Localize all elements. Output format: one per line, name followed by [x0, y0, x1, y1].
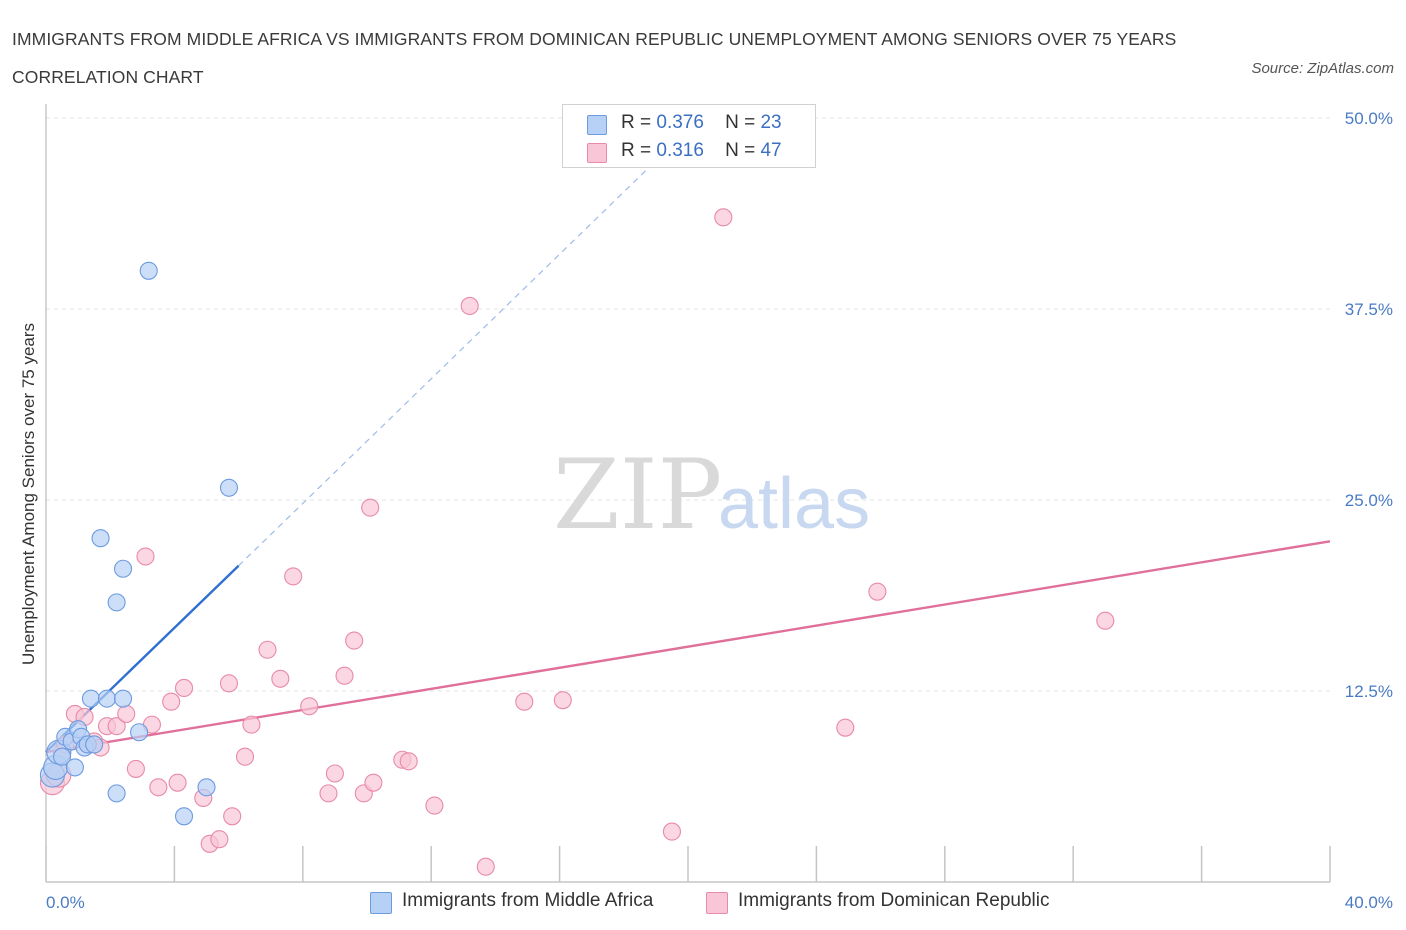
data-point-middle-africa	[91, 529, 110, 548]
data-point-middle-africa	[65, 758, 84, 777]
data-point-dominican-republic	[1096, 611, 1115, 630]
y-axis-label: Unemployment Among Seniors over 75 years	[19, 323, 38, 665]
blue-swatch	[587, 115, 607, 135]
y-tick-label: 12.5%	[1345, 682, 1393, 701]
r-value-1: 0.376	[656, 112, 704, 133]
axes	[45, 104, 1331, 883]
data-point-middle-africa	[139, 261, 158, 280]
data-point-dominican-republic	[284, 567, 303, 586]
data-point-dominican-republic	[235, 747, 255, 766]
watermark-zip: ZIP	[553, 439, 722, 551]
data-point-dominican-republic	[168, 773, 187, 792]
data-point-dominican-republic	[515, 692, 534, 711]
data-point-dominican-republic	[553, 691, 572, 710]
data-point-dominican-republic	[242, 715, 261, 734]
data-point-dominican-republic	[174, 678, 194, 697]
n-value-2: 47	[760, 140, 782, 161]
data-point-dominican-republic	[345, 631, 364, 650]
data-point-dominican-republic	[662, 822, 682, 841]
grid-lines	[46, 117, 1330, 692]
chart-title: IMMIGRANTS FROM MIDDLE AFRICA VS IMMIGRA…	[12, 29, 1177, 87]
watermark-atlas: atlas	[718, 464, 870, 544]
data-point-dominican-republic	[162, 692, 181, 711]
tick-labels: 12.5% 25.0% 37.5% 50.0% 0.0% 40.0%	[46, 109, 1393, 912]
x-tick-label-max: 40.0%	[1345, 893, 1393, 912]
data-point-dominican-republic	[300, 697, 319, 716]
data-point-dominican-republic	[399, 752, 418, 771]
legend-pink-swatch	[706, 892, 728, 914]
data-point-dominican-republic	[210, 830, 229, 849]
n-value-1: 23	[760, 112, 782, 133]
r-label: R =	[621, 112, 652, 133]
data-point-dominican-republic	[117, 704, 136, 723]
data-point-middle-africa	[174, 807, 194, 826]
data-point-dominican-republic	[364, 773, 383, 792]
data-point-dominican-republic	[219, 674, 239, 693]
legend-blue-swatch	[370, 892, 392, 914]
pink-swatch	[587, 143, 607, 163]
n-label: N =	[725, 140, 756, 161]
data-point-dominican-republic	[319, 784, 338, 803]
r-value-2: 0.316	[656, 140, 704, 161]
data-point-middle-africa	[97, 689, 117, 708]
source-credit: Source: ZipAtlas.com	[1251, 60, 1394, 77]
stats-legend: R = 0.376 N = 23 R = 0.316 N = 47	[562, 104, 816, 168]
data-point-dominican-republic	[476, 857, 495, 876]
n-label: N =	[725, 112, 756, 133]
data-point-dominican-republic	[126, 759, 145, 778]
data-point-middle-africa	[219, 478, 239, 497]
data-point-dominican-republic	[836, 718, 855, 737]
data-point-middle-africa	[130, 723, 149, 742]
data-point-dominican-republic	[361, 498, 380, 517]
stats-text-2: R = 0.316 N = 47	[621, 140, 782, 162]
data-point-dominican-republic	[271, 669, 290, 688]
data-point-dominican-republic	[149, 778, 168, 797]
data-point-dominican-republic	[136, 547, 155, 566]
stats-text-1: R = 0.376 N = 23	[621, 112, 782, 134]
data-point-dominican-republic	[335, 666, 354, 685]
data-point-middle-africa	[107, 784, 126, 803]
r-label: R =	[621, 140, 652, 161]
data-point-dominican-republic	[325, 764, 344, 783]
trend-line-extension-0	[238, 160, 657, 567]
data-point-dominican-republic	[425, 796, 444, 815]
legend-label-middle-africa: Immigrants from Middle Africa	[402, 890, 654, 911]
data-point-dominican-republic	[107, 717, 126, 736]
trend-line-1	[45, 540, 1331, 754]
data-point-middle-africa	[107, 593, 126, 612]
y-tick-label: 25.0%	[1345, 491, 1393, 510]
data-point-dominican-republic	[223, 807, 242, 826]
watermark: ZIP atlas	[553, 439, 870, 551]
data-point-dominican-republic	[460, 296, 479, 315]
data-point-dominican-republic	[868, 582, 887, 601]
y-tick-label: 37.5%	[1345, 300, 1393, 319]
legend-label-dominican-republic: Immigrants from Dominican Republic	[738, 890, 1050, 911]
data-point-middle-africa	[113, 689, 133, 708]
data-point-dominican-republic	[714, 208, 733, 227]
data-point-middle-africa	[113, 559, 133, 578]
data-point-middle-africa	[85, 735, 104, 754]
data-point-dominican-republic	[258, 640, 277, 659]
data-points	[39, 208, 1115, 876]
data-point-middle-africa	[197, 778, 216, 797]
x-tick-label-min: 0.0%	[46, 893, 85, 912]
y-tick-label: 50.0%	[1345, 109, 1393, 128]
data-point-middle-africa	[52, 747, 72, 766]
data-point-middle-africa	[81, 689, 100, 708]
